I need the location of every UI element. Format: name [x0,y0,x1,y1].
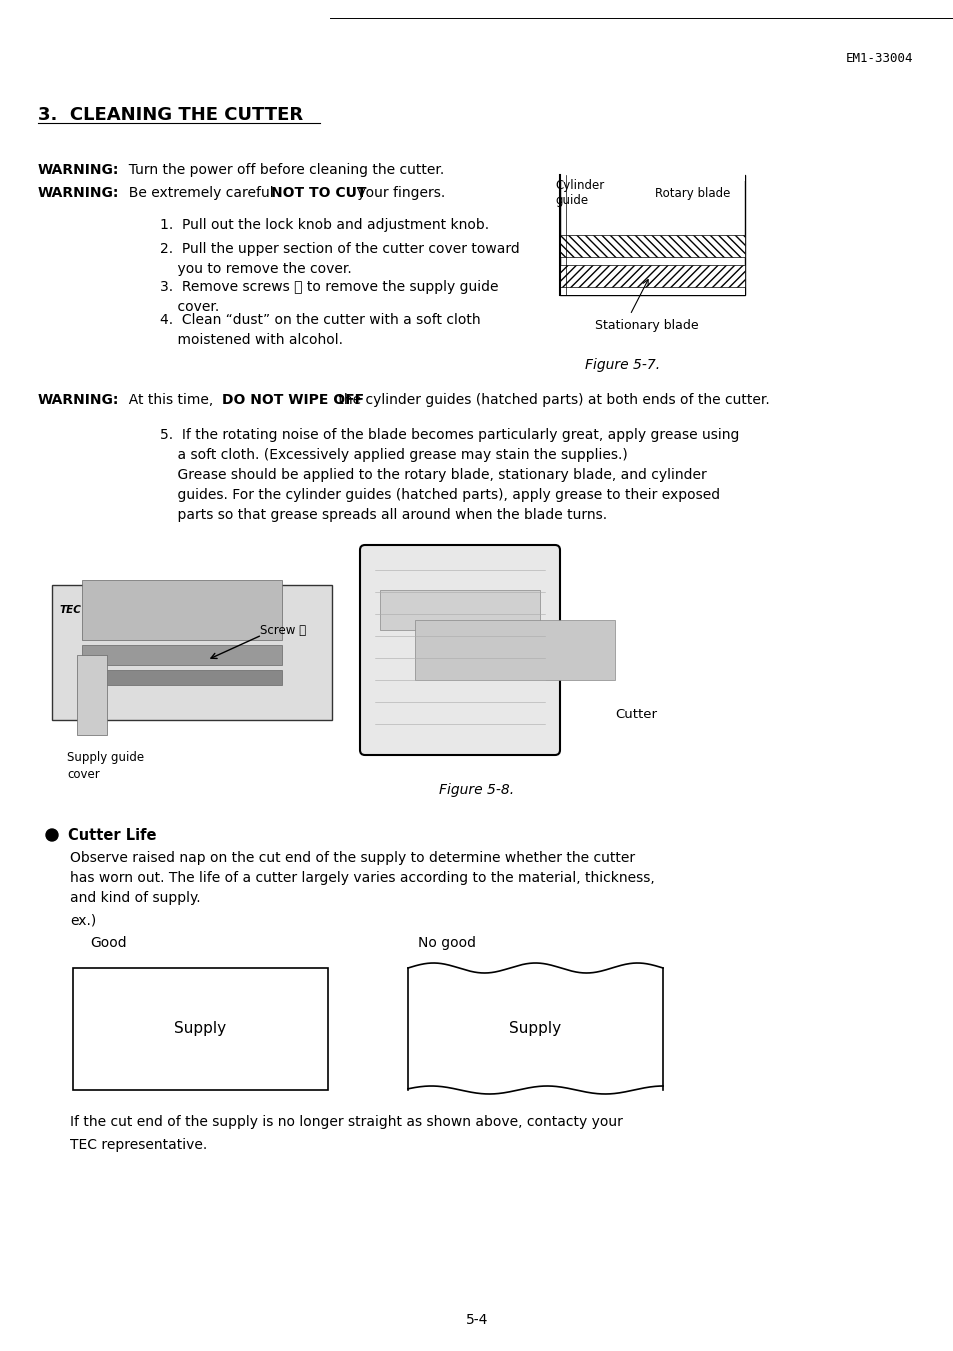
Text: Be extremely careful: Be extremely careful [120,186,277,200]
Bar [559,176,744,295]
Bar [559,246,744,251]
Text: Supply: Supply [508,1021,560,1036]
Text: Cutter Life: Cutter Life [68,828,156,843]
Text: the cylinder guides (hatched parts) at both ends of the cutter.: the cylinder guides (hatched parts) at b… [334,393,769,407]
Text: Figure 5-8.: Figure 5-8. [439,784,514,797]
Bar [559,265,744,286]
Text: 3.  CLEANING THE CUTTER: 3. CLEANING THE CUTTER [38,105,303,124]
Text: Good: Good [90,936,127,950]
Text: Observe raised nap on the cut end of the supply to determine whether the cutter: Observe raised nap on the cut end of the… [70,851,635,865]
Text: guides. For the cylinder guides (hatched parts), apply grease to their exposed: guides. For the cylinder guides (hatched… [160,488,720,503]
Text: Rotary blade: Rotary blade [655,186,730,200]
Bar [559,165,744,181]
Text: a soft cloth. (Excessively applied grease may stain the supplies.): a soft cloth. (Excessively applied greas… [160,449,627,462]
Bar [73,969,328,1090]
Text: 1.  Pull out the lock knob and adjustment knob.: 1. Pull out the lock knob and adjustment… [160,218,489,232]
Text: Screw Ⓐ: Screw Ⓐ [260,624,306,636]
FancyBboxPatch shape [359,544,559,755]
Text: At this time,: At this time, [120,393,217,407]
Text: has worn out. The life of a cutter largely varies according to the material, thi: has worn out. The life of a cutter large… [70,871,654,885]
Text: 2.  Pull the upper section of the cutter cover toward: 2. Pull the upper section of the cutter … [160,242,519,255]
Bar [82,670,282,685]
Text: you to remove the cover.: you to remove the cover. [160,262,352,276]
Text: Turn the power off before cleaning the cutter.: Turn the power off before cleaning the c… [120,163,444,177]
Bar [77,655,107,735]
Text: Figure 5-7.: Figure 5-7. [584,358,659,372]
Bar [559,235,744,257]
Text: cover.: cover. [160,300,219,313]
Text: Cylinder
guide: Cylinder guide [555,178,603,207]
Text: 3.  Remove screws Ⓐ to remove the supply guide: 3. Remove screws Ⓐ to remove the supply … [160,280,498,295]
Text: WARNING:: WARNING: [38,163,119,177]
Text: cover: cover [67,769,100,781]
Text: WARNING:: WARNING: [38,186,119,200]
Text: your fingers.: your fingers. [353,186,445,200]
Text: 5.  If the rotating noise of the blade becomes particularly great, apply grease : 5. If the rotating noise of the blade be… [160,428,739,442]
Bar [52,585,332,720]
Text: If the cut end of the supply is no longer straight as shown above, contacty your: If the cut end of the supply is no longe… [70,1115,622,1129]
Text: TEC: TEC [60,605,82,615]
Text: Grease should be applied to the rotary blade, stationary blade, and cylinder: Grease should be applied to the rotary b… [160,467,706,482]
Text: Supply: Supply [173,1021,226,1036]
Bar [82,580,282,640]
Bar [82,644,282,665]
Text: WARNING:: WARNING: [38,393,119,407]
Text: DO NOT WIPE OFF: DO NOT WIPE OFF [222,393,364,407]
Text: parts so that grease spreads all around when the blade turns.: parts so that grease spreads all around … [160,508,606,521]
Text: Cutter: Cutter [615,708,657,721]
Text: Supply guide: Supply guide [67,751,144,765]
Text: NOT TO CUT: NOT TO CUT [271,186,366,200]
Text: No good: No good [417,936,476,950]
Text: ex.): ex.) [70,913,96,927]
Bar [559,265,744,295]
Bar [415,620,615,680]
Text: Stationary blade: Stationary blade [595,319,698,331]
Text: and kind of supply.: and kind of supply. [70,892,200,905]
Circle shape [46,830,58,842]
Text: TEC representative.: TEC representative. [70,1138,207,1152]
Text: 5-4: 5-4 [465,1313,488,1327]
Text: EM1-33004: EM1-33004 [845,51,913,65]
Bar [379,590,539,630]
Text: moistened with alcohol.: moistened with alcohol. [160,332,343,347]
Text: 4.  Clean “dust” on the cutter with a soft cloth: 4. Clean “dust” on the cutter with a sof… [160,313,480,327]
